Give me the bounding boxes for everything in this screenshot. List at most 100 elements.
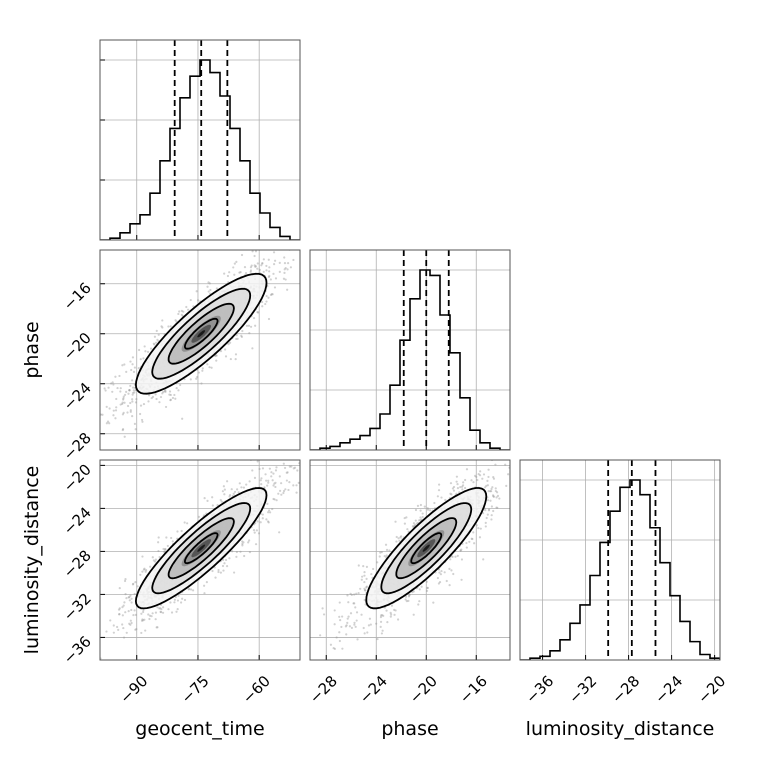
scatter-point — [114, 417, 117, 420]
scatter-point — [131, 415, 134, 418]
scatter-point — [124, 611, 127, 614]
scatter-point — [252, 316, 256, 320]
scatter-point — [169, 325, 172, 328]
scatter-point — [235, 337, 238, 341]
scatter-point — [173, 393, 176, 397]
scatter-point — [353, 623, 356, 626]
scatter-point — [484, 521, 487, 524]
scatter-point — [265, 300, 268, 303]
scatter-point — [150, 615, 153, 618]
scatter-point — [288, 481, 291, 484]
scatter-point — [142, 454, 144, 456]
scatter-point — [339, 619, 342, 622]
scatter-point — [411, 591, 414, 594]
scatter-point — [97, 618, 99, 620]
scatter-point — [241, 544, 244, 547]
scatter-point — [134, 428, 137, 431]
scatter-point — [368, 617, 372, 620]
scatter-point — [152, 559, 155, 562]
scatter-point — [178, 310, 181, 313]
scatter-point — [241, 542, 244, 545]
scatter-point — [419, 503, 422, 507]
scatter-point — [271, 507, 274, 511]
scatter-point — [270, 471, 273, 474]
scatter-point — [420, 585, 423, 588]
scatter-point — [208, 282, 211, 285]
scatter-point — [235, 260, 238, 263]
scatter-point — [239, 271, 242, 274]
scatter-point — [107, 386, 110, 389]
scatter-point — [207, 281, 210, 284]
scatter-point — [228, 493, 232, 497]
scatter-point — [108, 422, 111, 425]
scatter-point — [122, 604, 125, 607]
scatter-point — [232, 266, 235, 269]
scatter-point — [141, 570, 144, 573]
scatter-point — [117, 628, 120, 631]
scatter-point — [131, 379, 134, 382]
scatter-point — [496, 494, 500, 497]
x-tick-label-phase: −24 — [356, 672, 391, 707]
scatter-point — [381, 614, 384, 617]
scatter-point — [240, 334, 243, 337]
scatter-point — [356, 638, 359, 641]
scatter-point — [265, 518, 268, 521]
scatter-point — [278, 475, 281, 478]
scatter-point — [363, 589, 367, 592]
scatter-point — [106, 420, 110, 423]
scatter-point — [233, 571, 236, 574]
scatter-point — [139, 412, 142, 416]
scatter-point — [444, 498, 447, 502]
contour-level-4 — [134, 487, 268, 610]
scatter-point — [167, 608, 170, 611]
scatter-point — [151, 612, 154, 615]
scatter-point — [164, 547, 167, 551]
scatter-point — [231, 550, 234, 553]
scatter-point — [366, 631, 369, 634]
y-tick-label-luminosity-distance: −32 — [60, 590, 95, 625]
scatter-point — [238, 271, 241, 274]
scatter-point — [484, 486, 487, 489]
scatter-point — [440, 496, 443, 499]
scatter-point — [262, 270, 265, 273]
scatter-point — [267, 317, 271, 321]
scatter-point — [538, 444, 540, 446]
scatter-point — [201, 367, 204, 370]
scatter-point — [478, 536, 482, 539]
scatter-point — [115, 397, 118, 401]
scatter-point — [460, 558, 464, 561]
scatter-point — [414, 523, 417, 527]
scatter-point — [128, 599, 131, 602]
scatter-point — [243, 554, 246, 558]
scatter-point — [399, 536, 402, 539]
scatter-point — [254, 324, 257, 327]
scatter-point — [275, 466, 278, 469]
scatter-point — [131, 583, 135, 586]
scatter-point — [132, 389, 135, 392]
scatter-point — [333, 623, 336, 626]
scatter-point — [296, 469, 299, 472]
scatter-point — [112, 414, 115, 417]
scatter-point — [111, 381, 114, 384]
scatter-point — [333, 647, 336, 650]
y-tick-label-luminosity-distance: −28 — [60, 546, 95, 581]
scatter-point — [123, 393, 127, 396]
scatter-point — [278, 452, 280, 454]
scatter-point — [180, 309, 183, 312]
scatter-point — [418, 588, 421, 591]
scatter-point — [353, 593, 356, 596]
x-tick-label-phase: −16 — [456, 672, 491, 707]
x-tick-label-luminosity-distance: −28 — [608, 672, 643, 707]
scatter-point — [119, 387, 122, 390]
scatter-point — [228, 495, 231, 498]
scatter-point — [349, 592, 352, 595]
scatter-point — [495, 496, 498, 499]
scatter-point — [281, 233, 283, 235]
scatter-point — [254, 265, 257, 268]
scatter-point — [248, 551, 252, 554]
scatter-point — [173, 601, 176, 604]
scatter-point — [235, 555, 238, 558]
scatter-point — [124, 593, 127, 596]
scatter-point — [197, 515, 201, 518]
scatter-point — [267, 296, 270, 299]
